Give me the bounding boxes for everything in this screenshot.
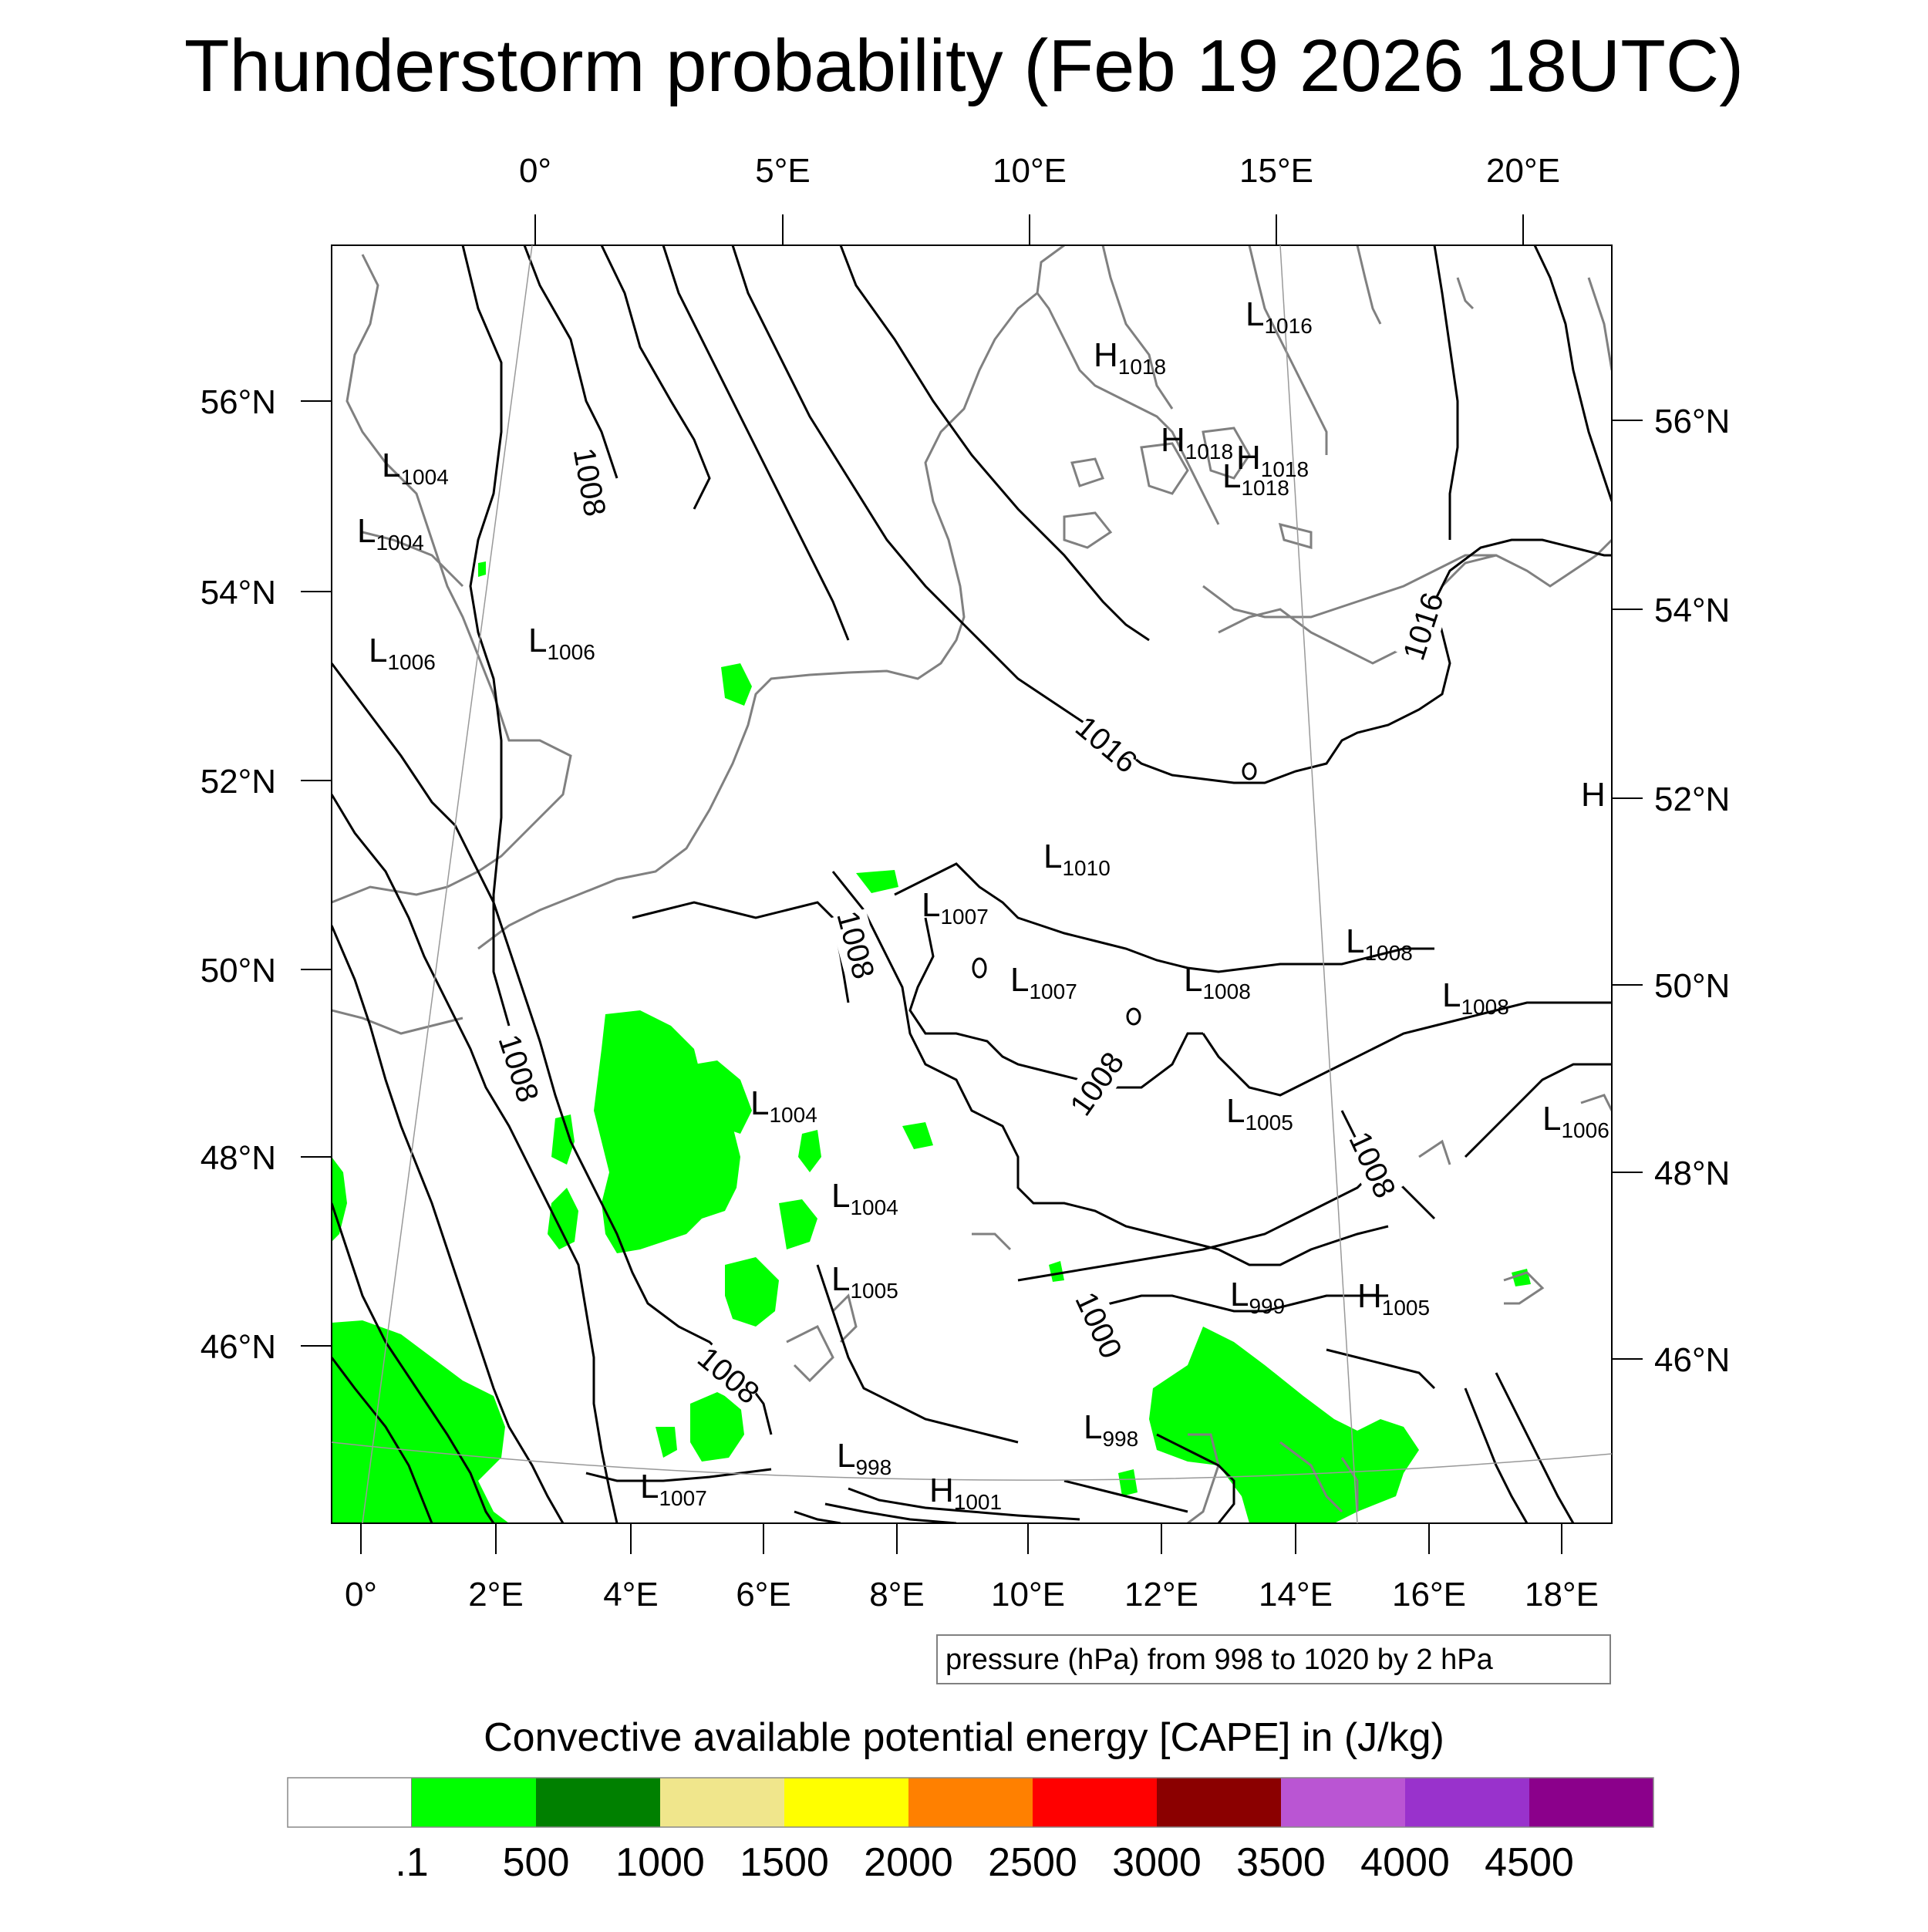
top-longitude-labels: 0° 5°E 10°E 15°E 20°E <box>519 152 1560 190</box>
right-lat-label: 46°N <box>1654 1341 1730 1379</box>
map-frame <box>331 244 1613 1524</box>
bottom-lon-label: 6°E <box>736 1576 790 1613</box>
pressure-center: L1018 <box>1222 457 1289 500</box>
bottom-lon-label: 16°E <box>1392 1576 1466 1613</box>
top-lon-label: 0° <box>519 152 551 190</box>
left-lat-label: 54°N <box>201 574 276 612</box>
coastlines <box>332 245 1612 1523</box>
colorbar-label: 2000 <box>864 1840 953 1885</box>
top-lon-label: 15°E <box>1239 152 1313 190</box>
chart-title: Thunderstorm probability (Feb 19 2026 18… <box>184 25 1744 107</box>
colorbar-swatch <box>784 1778 908 1827</box>
pressure-center: L1007 <box>640 1468 707 1510</box>
colorbar-label: 2500 <box>988 1840 1077 1885</box>
right-lat-label: 56°N <box>1654 403 1730 440</box>
pressure-center: L1004 <box>382 447 449 489</box>
right-latitude-labels: 56°N 54°N 52°N 50°N 48°N 46°N <box>1654 403 1730 1379</box>
pressure-center: H1005 <box>1357 1277 1430 1320</box>
pressure-note: pressure (hPa) from 998 to 1020 by 2 hPa <box>936 1634 1611 1684</box>
top-lon-label: 5°E <box>755 152 810 190</box>
right-lat-label: 52°N <box>1654 781 1730 818</box>
bottom-lon-label: 10°E <box>991 1576 1065 1613</box>
bottom-lon-label: 14°E <box>1259 1576 1333 1613</box>
pressure-center: H <box>1581 776 1606 814</box>
bottom-lon-label: 8°E <box>869 1576 924 1613</box>
colorbar-title: Convective available potential energy [C… <box>484 1715 1444 1760</box>
pressure-center: L1007 <box>922 886 989 929</box>
left-lat-label: 56°N <box>201 383 276 421</box>
pressure-center: L998 <box>1084 1408 1138 1451</box>
colorbar-label: 500 <box>503 1840 570 1885</box>
right-lat-label: 54°N <box>1654 592 1730 629</box>
left-lat-label: 48°N <box>201 1139 276 1177</box>
bottom-lon-label: 18°E <box>1525 1576 1599 1613</box>
left-lat-label: 50°N <box>201 952 276 990</box>
colorbar-swatch <box>1033 1778 1157 1827</box>
pressure-center: H1018 <box>1236 439 1309 481</box>
left-latitude-labels: 56°N 54°N 52°N 50°N 48°N 46°N <box>201 383 276 1366</box>
pressure-center: L998 <box>837 1437 892 1479</box>
colorbar-label: 3000 <box>1112 1840 1202 1885</box>
pressure-note-text: pressure (hPa) from 998 to 1020 by 2 hPa <box>945 1644 1494 1676</box>
colorbar-swatch <box>908 1778 1033 1827</box>
graticule <box>331 244 1613 1524</box>
bottom-lon-label: 0° <box>345 1576 377 1613</box>
bottom-lon-label: 2°E <box>468 1576 523 1613</box>
pressure-center: H1018 <box>1094 336 1166 379</box>
bottom-lon-label: 4°E <box>603 1576 658 1613</box>
pressure-center: L1005 <box>1226 1092 1293 1135</box>
right-lat-label: 48°N <box>1654 1155 1730 1192</box>
colorbar-swatch <box>1405 1778 1529 1827</box>
colorbar-swatch <box>660 1778 784 1827</box>
colorbar-swatch <box>1281 1778 1405 1827</box>
map-area <box>332 245 1612 1523</box>
pressure-center: L1006 <box>1542 1100 1609 1142</box>
bottom-lon-label: 12°E <box>1124 1576 1198 1613</box>
pressure-center: H1018 <box>1161 421 1233 464</box>
colorbar-swatch <box>1157 1778 1281 1827</box>
pressure-center: L1008 <box>1442 976 1509 1019</box>
pressure-center: L1006 <box>528 622 595 664</box>
colorbar-label: .1 <box>395 1840 428 1885</box>
colorbar-outline <box>287 1777 1654 1828</box>
pressure-center: L1007 <box>1010 961 1077 1003</box>
right-lat-label: 50°N <box>1654 967 1730 1005</box>
colorbar-label: 1500 <box>740 1840 829 1885</box>
pressure-center: H1001 <box>929 1472 1002 1514</box>
colorbar-labels: .1 500 1000 1500 2000 2500 3000 3500 4000 4500 <box>395 1840 1574 1885</box>
colorbar-label: 4500 <box>1485 1840 1574 1885</box>
colorbar-label: 3500 <box>1236 1840 1326 1885</box>
colorbar-swatch <box>287 1777 413 1828</box>
pressure-center: L1004 <box>831 1177 898 1219</box>
top-lon-label: 20°E <box>1486 152 1560 190</box>
colorbar-label: 4000 <box>1360 1840 1450 1885</box>
pressure-center: L1008 <box>1346 922 1413 965</box>
colorbar-label: 1000 <box>615 1840 705 1885</box>
tick-marks <box>301 214 1643 1554</box>
left-lat-label: 52°N <box>201 763 276 801</box>
isobars <box>332 245 1612 1523</box>
top-lon-label: 10°E <box>993 152 1067 190</box>
colorbar-swatch <box>1529 1778 1653 1827</box>
pressure-center: L1006 <box>369 632 436 674</box>
pressure-center: L999 <box>1230 1276 1285 1318</box>
colorbar <box>287 1777 1654 1828</box>
pressure-center: L1010 <box>1043 838 1111 880</box>
colorbar-swatch <box>536 1778 660 1827</box>
pressure-center: L1005 <box>831 1260 898 1303</box>
left-lat-label: 46°N <box>201 1328 276 1366</box>
bottom-longitude-labels: 0° 2°E 4°E 6°E 8°E 10°E 12°E 14°E 16°E 1… <box>345 1576 1599 1613</box>
pressure-center: L1004 <box>750 1084 817 1127</box>
pressure-center: L1004 <box>357 512 424 555</box>
pressure-centers: L1016 H1018 H1018 H1018 L1018 L1004 L100… <box>357 295 1609 1514</box>
pressure-center: L1016 <box>1245 295 1313 338</box>
colorbar-swatch <box>412 1778 536 1827</box>
pressure-center: L1008 <box>1184 961 1251 1003</box>
